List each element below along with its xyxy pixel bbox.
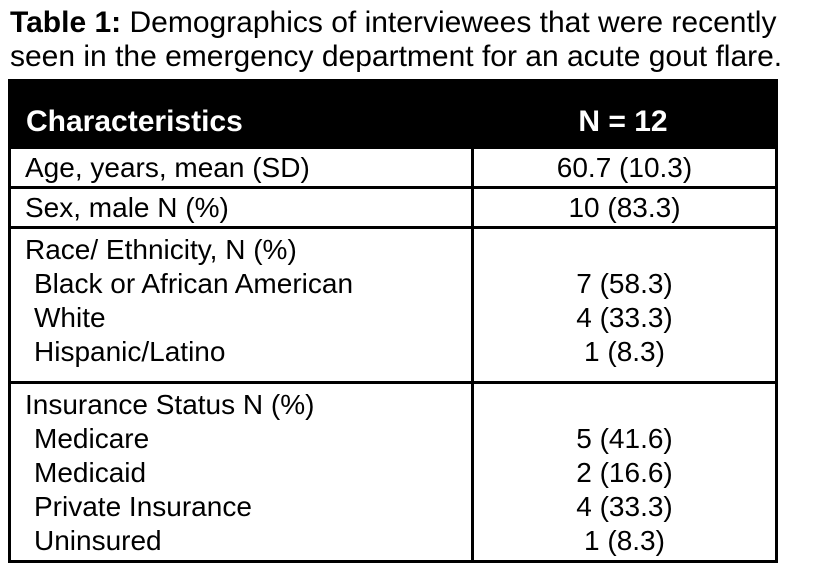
section-item-medicaid: Medicaid	[34, 457, 147, 488]
section-heading-race: Race/ Ethnicity, N (%)	[25, 234, 297, 265]
section-item-white: White	[34, 302, 106, 333]
section-item-hispanic-latino: Hispanic/Latino	[34, 336, 226, 367]
section-value-black-or-african-american: 7 (58.3)	[576, 268, 673, 299]
section-heading-insurance: Insurance Status N (%)	[25, 389, 315, 420]
row-value-age: 60.7 (10.3)	[471, 149, 775, 186]
section-item-medicare: Medicare	[34, 423, 150, 454]
section-item-black-or-african-american: Black or African American	[34, 268, 354, 299]
section-value-medicaid: 2 (16.6)	[576, 457, 673, 488]
section-value-hispanic-latino: 1 (8.3)	[584, 336, 665, 367]
section-value-medicare: 5 (41.6)	[576, 423, 673, 454]
header-cell-n: N = 12	[578, 105, 668, 138]
section-labels-insurance: Insurance Status N (%) Medicare Medicaid…	[11, 384, 471, 563]
row-value-sex: 10 (83.3)	[471, 189, 775, 226]
header-cell-characteristics: Characteristics	[26, 105, 243, 138]
section-value-white: 4 (33.3)	[576, 302, 673, 333]
section-value-private-insurance: 4 (33.3)	[576, 491, 673, 522]
table-row-age: Age, years, mean (SD) 60.7 (10.3)	[11, 146, 775, 186]
section-item-private-insurance: Private Insurance	[34, 491, 252, 522]
table-header-row: Characteristics N = 12	[11, 82, 775, 146]
section-labels-race: Race/ Ethnicity, N (%) Black or African …	[11, 229, 471, 381]
section-values-race: 7 (58.3) 4 (33.3) 1 (8.3)	[471, 229, 775, 381]
section-item-uninsured: Uninsured	[34, 525, 162, 556]
table-caption: Table 1: Demographics of interviewees th…	[10, 6, 824, 74]
table-section-race-ethnicity: Race/ Ethnicity, N (%) Black or African …	[11, 226, 775, 381]
caption-text: Demographics of interviewees that were r…	[10, 6, 783, 73]
section-value-uninsured: 1 (8.3)	[584, 525, 665, 556]
demographics-table: Characteristics N = 12 Age, years, mean …	[8, 79, 778, 563]
table-row-sex: Sex, male N (%) 10 (83.3)	[11, 186, 775, 226]
row-label-age: Age, years, mean (SD)	[25, 151, 310, 183]
caption-label: Table 1:	[10, 6, 122, 39]
section-values-insurance: 5 (41.6) 2 (16.6) 4 (33.3) 1 (8.3)	[471, 384, 775, 563]
row-label-sex: Sex, male N (%)	[25, 191, 229, 223]
table-section-insurance-status: Insurance Status N (%) Medicare Medicaid…	[11, 381, 775, 563]
